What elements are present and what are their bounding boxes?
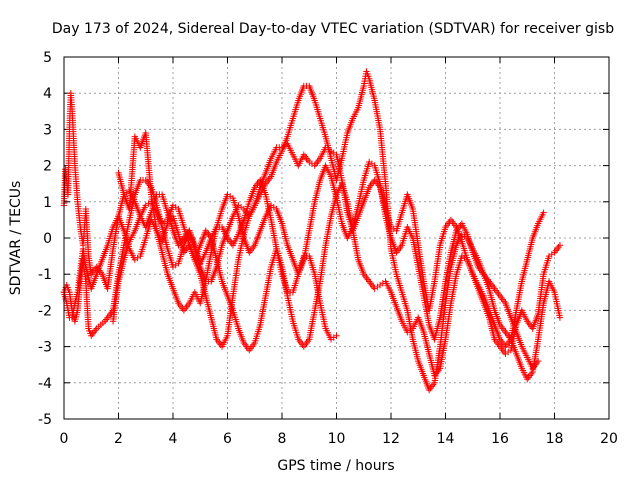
series-trace-3	[115, 68, 564, 394]
x-tick-label: 4	[169, 431, 178, 447]
y-tick-label: -2	[38, 303, 52, 319]
marker-trace	[115, 68, 564, 394]
y-axis-label: SDTVAR / TECUs	[8, 181, 24, 296]
y-tick-label: 4	[43, 86, 52, 102]
x-tick-label: 16	[491, 431, 509, 447]
x-tick-label: 12	[382, 431, 400, 447]
y-tick-label: -1	[38, 267, 52, 283]
x-tick-label: 14	[437, 431, 455, 447]
y-tick-label: -3	[38, 340, 52, 356]
y-tick-label: -5	[38, 412, 52, 428]
marker-trace	[109, 180, 547, 379]
x-tick-label: 8	[278, 431, 287, 447]
series-trace-4	[109, 180, 547, 379]
y-tick-label: -4	[38, 376, 52, 392]
x-tick-label: 20	[600, 431, 618, 447]
y-tick-label: 2	[43, 159, 52, 175]
y-tick-label: 0	[43, 231, 52, 247]
x-tick-label: 2	[114, 431, 123, 447]
x-tick-label: 6	[223, 431, 232, 447]
y-tick-label: 3	[43, 122, 52, 138]
data-points	[60, 68, 564, 394]
x-tick-label: 18	[546, 431, 564, 447]
chart-title: Day 173 of 2024, Sidereal Day-to-day VTE…	[52, 21, 614, 37]
y-tick-label: 1	[43, 195, 52, 211]
x-tick-label: 0	[60, 431, 69, 447]
x-tick-label: 10	[328, 431, 346, 447]
x-axis-label: GPS time / hours	[277, 458, 394, 474]
y-tick-label: 5	[43, 50, 52, 66]
plot-frame	[63, 56, 610, 420]
